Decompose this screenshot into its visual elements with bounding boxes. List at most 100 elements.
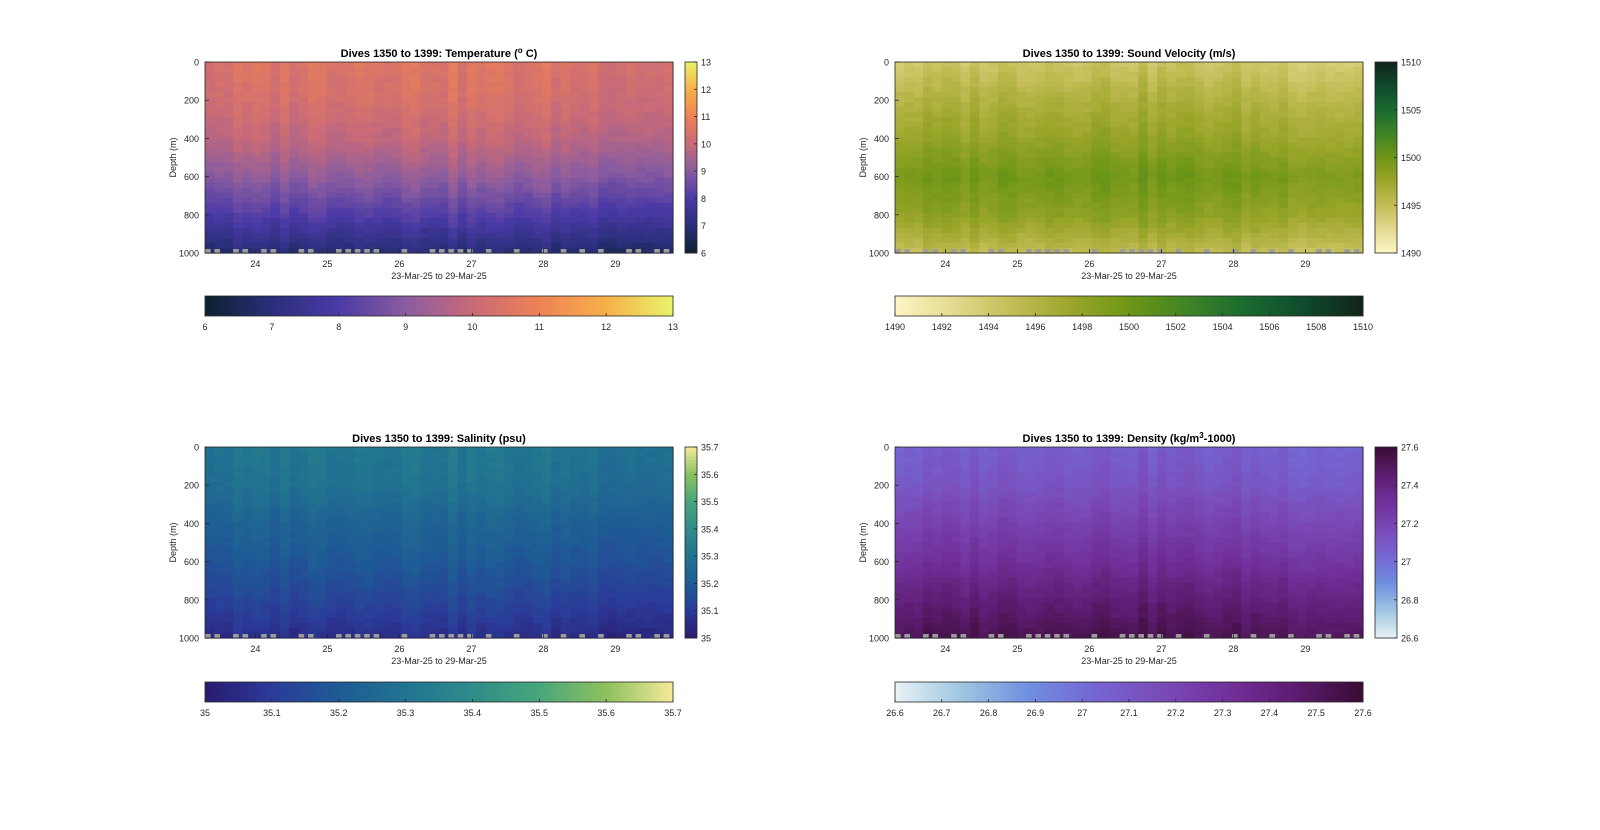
heatmap-cell [289,102,300,108]
heatmap-cell [317,137,328,144]
heatmap-cell [626,227,637,234]
heatmap-cell [485,182,496,189]
heatmap-cell [1100,207,1111,214]
heatmap-cell [354,592,365,599]
heatmap-cell [1110,167,1121,174]
heatmap-cell [616,132,627,138]
heatmap-cell [644,212,655,219]
heatmap-cell [504,92,515,98]
heatmap-cell [467,222,478,229]
heatmap-cell [214,552,225,559]
heatmap-cell [504,112,515,118]
heatmap-cell [551,182,562,189]
colorbar-frame [204,295,674,317]
heatmap-cell [336,102,346,108]
heatmap-cell [345,222,356,229]
heatmap-cell [401,112,412,118]
colorbar-swatch [236,296,241,316]
heatmap-cell [298,212,309,219]
heatmap-cell [223,597,234,604]
heatmap-cell [997,177,1008,184]
heatmap-cell [289,482,300,488]
heatmap-cell [932,237,943,244]
heatmap-cell [214,242,225,249]
heatmap-cell [1110,67,1121,73]
heatmap-cell [579,82,590,88]
heatmap-cell [420,217,431,224]
heatmap-cell [560,82,571,88]
heatmap-cell [467,212,478,219]
heatmap-cell [1175,157,1186,164]
heatmap-cell [951,77,962,83]
heatmap-cell [1082,187,1093,194]
heatmap-cell [373,132,384,138]
heatmap-cell [345,497,356,503]
heatmap-cell [307,237,318,244]
heatmap-cell [485,112,496,118]
heatmap-cell [214,157,225,164]
heatmap-cell [373,217,384,224]
heatmap-cell [1194,92,1205,98]
heatmap-cell [439,222,449,229]
heatmap-cell [336,617,346,624]
colorbar-swatch [1195,296,1200,316]
heatmap-cell [1278,217,1289,224]
heatmap-cell [932,202,943,209]
colorbar-swatch [466,296,471,316]
heatmap-cell [457,157,468,164]
colorbar-swatch [1375,205,1397,209]
heatmap-cell [345,562,356,569]
heatmap-cell [1222,82,1233,88]
heatmap-cell [951,157,962,164]
heatmap-cell [289,132,300,138]
heatmap-cell [317,582,328,589]
colorbar-tick-label: 1495 [1401,201,1421,211]
heatmap-cell [923,92,934,98]
colorbar-swatch [685,97,697,101]
heatmap-cell [654,217,665,224]
heatmap-cell [616,102,627,108]
heatmap-cell [1297,92,1308,98]
heatmap-cell [1044,72,1055,78]
heatmap-cell [607,212,618,219]
heatmap-cell [1119,237,1130,244]
colorbar-tick-label: 1494 [979,322,999,332]
heatmap-cell [988,117,999,123]
heatmap-cell [448,192,459,199]
heatmap-cell [1325,232,1336,239]
heatmap-cell [988,62,999,68]
heatmap-cell [1166,222,1177,229]
heatmap-cell [289,92,300,98]
heatmap-cell [317,472,328,478]
heatmap-cell [1110,197,1121,204]
heatmap-cell [476,132,487,138]
colorbar-swatch [949,296,954,316]
heatmap-cell [1241,212,1252,219]
colorbar-swatch [1004,296,1009,316]
heatmap-cell [1129,162,1139,169]
heatmap-cell [1157,237,1168,244]
heatmap-cell [345,487,356,493]
heatmap-cell [270,572,281,579]
heatmap-cell [298,97,309,103]
heatmap-cell [1091,67,1102,73]
heatmap-cell [923,87,934,93]
heatmap-cell [279,62,290,68]
heatmap-cell [476,247,487,254]
heatmap-cell [941,167,952,174]
heatmap-cell [233,517,244,523]
heatmap-cell [1175,137,1186,144]
heatmap-cell [644,112,655,118]
heatmap-cell [1194,157,1205,164]
heatmap-cell [1203,237,1214,244]
heatmap-cell [279,157,290,164]
heatmap-cell [1082,132,1093,138]
heatmap-cell [457,122,468,128]
heatmap-cell [326,612,337,619]
heatmap-cell [504,72,515,78]
heatmap-cell [345,567,356,574]
heatmap-cell [1250,157,1261,164]
heatmap-cell [951,217,962,224]
heatmap-cell [1334,112,1345,118]
heatmap-cell [392,232,403,239]
